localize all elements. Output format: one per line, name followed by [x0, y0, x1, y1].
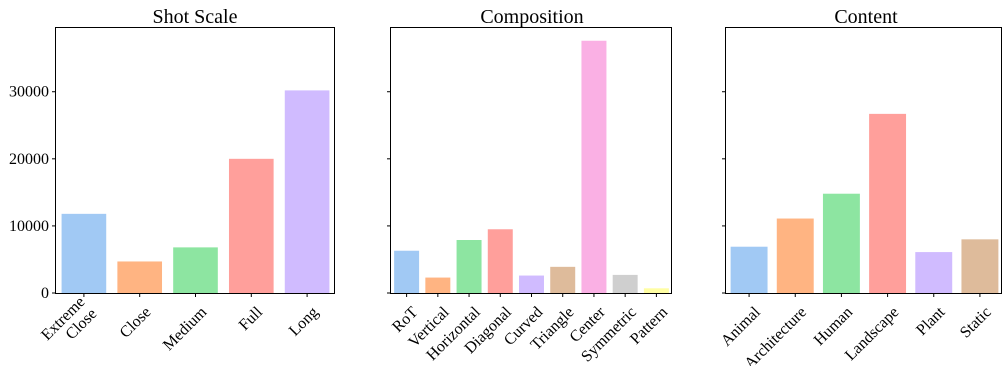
panel-shot-scale: Shot Scale 0 10000 20000 30000 ExtremeClose… [9, 6, 335, 356]
chart-title: Shot Scale [153, 6, 238, 28]
axes-frame [725, 27, 1002, 294]
bar-close [117, 261, 163, 293]
y-tick-label: 20000 [9, 151, 49, 168]
bar-curved [519, 275, 544, 293]
axes-frame [390, 27, 672, 294]
bars [394, 40, 669, 294]
bar-rot [394, 250, 420, 293]
bar-landscape [869, 113, 907, 294]
y-tick-label: 30000 [9, 84, 49, 101]
x-tick-label: Close [117, 304, 155, 342]
bar-human [822, 193, 860, 293]
x-tick-label: Medium [160, 303, 211, 354]
bar-center [581, 40, 607, 294]
bar-pattern [643, 288, 669, 293]
bar-architecture [776, 218, 814, 293]
x-tick-label: Long [286, 304, 322, 340]
axes-frame [55, 27, 335, 294]
bar-diagonal [487, 229, 513, 293]
bar-symmetric [612, 274, 638, 293]
x-tick-label: Human [811, 304, 856, 349]
bar-extreme-close [61, 213, 107, 293]
x-axis: RoTVerticalHorizontalDiagonalCurvedTrian… [389, 293, 671, 365]
panel-composition: Composition RoTVerticalHorizontalDiagona… [387, 6, 672, 365]
chart-title: Content [834, 6, 898, 28]
bar-medium [173, 247, 218, 293]
bar-plant [915, 252, 953, 293]
bar-vertical [425, 277, 451, 293]
bar-static [961, 239, 999, 293]
bars [61, 90, 330, 294]
x-tick-label: Animal [718, 303, 764, 349]
x-tick-label: ExtremeClose [38, 294, 100, 356]
chart-title: Composition [480, 6, 583, 28]
bar-animal [730, 246, 768, 293]
y-axis: 0 10000 20000 30000 [9, 84, 56, 302]
x-tick-label: Static [957, 304, 995, 342]
bar-horizontal [456, 240, 482, 293]
x-tick-label: Plant [913, 303, 949, 339]
bar-triangle [550, 266, 576, 293]
x-axis: ExtremeClose Close Medium Full Long [38, 293, 322, 356]
y-tick-label: 0 [41, 285, 49, 302]
bar-long [284, 90, 330, 294]
bar-full [228, 158, 274, 293]
x-tick-label: Full [236, 303, 267, 334]
bars [730, 113, 999, 294]
y-tick-label: 10000 [9, 218, 49, 235]
